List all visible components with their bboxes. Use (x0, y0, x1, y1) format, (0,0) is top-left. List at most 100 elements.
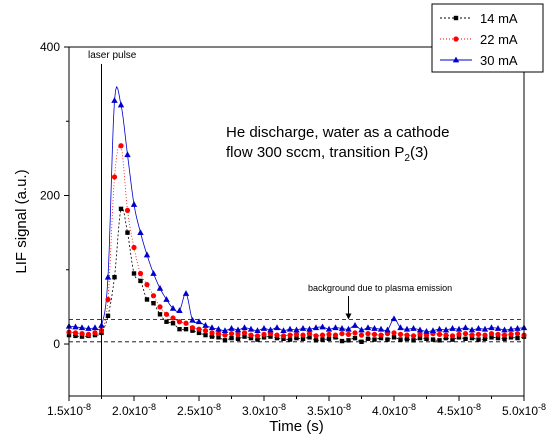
data-point (385, 337, 390, 342)
data-point (294, 335, 299, 341)
data-point (287, 332, 293, 338)
data-point (384, 326, 391, 333)
data-point (208, 324, 216, 331)
data-point (371, 325, 378, 331)
legend: 14 mA 22 mA 30 mA (431, 3, 544, 73)
data-point (124, 207, 131, 213)
data-point (339, 331, 345, 337)
data-point (404, 336, 410, 342)
data-point (475, 331, 482, 337)
data-point (111, 97, 118, 103)
data-point (222, 338, 228, 343)
data-point (248, 332, 254, 338)
data-point (320, 337, 325, 342)
data-point (358, 326, 365, 333)
data-point (300, 336, 306, 342)
annotation-line-1: He discharge, water as a cathode (226, 124, 449, 141)
data-point (203, 332, 208, 338)
data-point (247, 325, 255, 332)
data-point (346, 338, 351, 343)
marker-layer (65, 97, 528, 344)
data-point (482, 332, 488, 338)
data-point (450, 337, 455, 342)
data-point (79, 334, 85, 339)
data-point (482, 336, 488, 342)
data-point (202, 328, 209, 334)
data-point (502, 336, 507, 342)
data-point (248, 335, 254, 341)
data-point (216, 335, 221, 340)
data-point (417, 335, 423, 341)
data-point (345, 331, 352, 337)
y-axis-title: LIF signal (a.u.) (13, 169, 30, 273)
data-point (92, 330, 98, 336)
legend-marker (452, 56, 460, 63)
data-point (267, 331, 274, 337)
data-point (299, 325, 307, 331)
data-point (293, 331, 300, 337)
data-point (403, 325, 411, 332)
data-point (138, 278, 143, 284)
data-point (463, 336, 468, 342)
data-point (339, 338, 345, 344)
data-point (91, 324, 99, 331)
series-line-2 (68, 143, 525, 337)
data-point (365, 331, 371, 337)
data-point (378, 335, 384, 341)
data-point (397, 324, 404, 331)
data-point (85, 325, 92, 331)
data-point (411, 338, 416, 343)
data-point (462, 331, 469, 337)
data-point (254, 333, 261, 339)
x-tick-label: 3.5x10-8 (307, 402, 351, 418)
data-point (196, 326, 202, 332)
data-point (274, 335, 280, 341)
data-point (196, 330, 202, 336)
data-point (456, 335, 462, 340)
data-point (112, 274, 117, 280)
data-point (150, 293, 157, 299)
data-point (169, 304, 177, 311)
data-point (241, 330, 248, 336)
data-point (437, 338, 442, 343)
data-point (287, 337, 293, 342)
x-axis-title: Time (s) (269, 418, 323, 435)
data-point (481, 325, 489, 332)
data-point (72, 323, 79, 330)
data-point (345, 325, 352, 332)
data-point (410, 333, 417, 339)
data-point (508, 331, 514, 337)
data-point (390, 315, 398, 322)
y-tick-label: 400 (40, 40, 60, 54)
data-point (384, 331, 391, 337)
data-point (475, 325, 482, 331)
data-point (137, 229, 144, 236)
data-point (164, 319, 169, 324)
data-point (241, 324, 248, 331)
data-point (73, 333, 78, 339)
data-point (352, 335, 358, 341)
data-point (423, 327, 430, 334)
data-point (455, 325, 463, 332)
data-point (469, 332, 475, 338)
data-point (280, 327, 287, 334)
data-point (202, 322, 209, 328)
data-point (449, 325, 456, 331)
data-point (307, 335, 312, 340)
data-point (429, 327, 437, 334)
data-point (410, 325, 417, 331)
data-point (221, 327, 229, 334)
data-point (325, 325, 333, 332)
x-tick-label: 4.5x10-8 (437, 402, 481, 418)
data-point (404, 332, 410, 338)
data-point (436, 325, 443, 332)
data-point (306, 331, 313, 337)
data-point (157, 304, 163, 310)
data-point (105, 296, 111, 303)
legend-label: 22 mA (480, 32, 518, 47)
y-tick-label: 0 (53, 337, 60, 351)
data-point (326, 336, 332, 342)
legend-marker (453, 36, 459, 42)
annotation-layer: laser pulse He discharge, water as a cath… (69, 50, 524, 396)
